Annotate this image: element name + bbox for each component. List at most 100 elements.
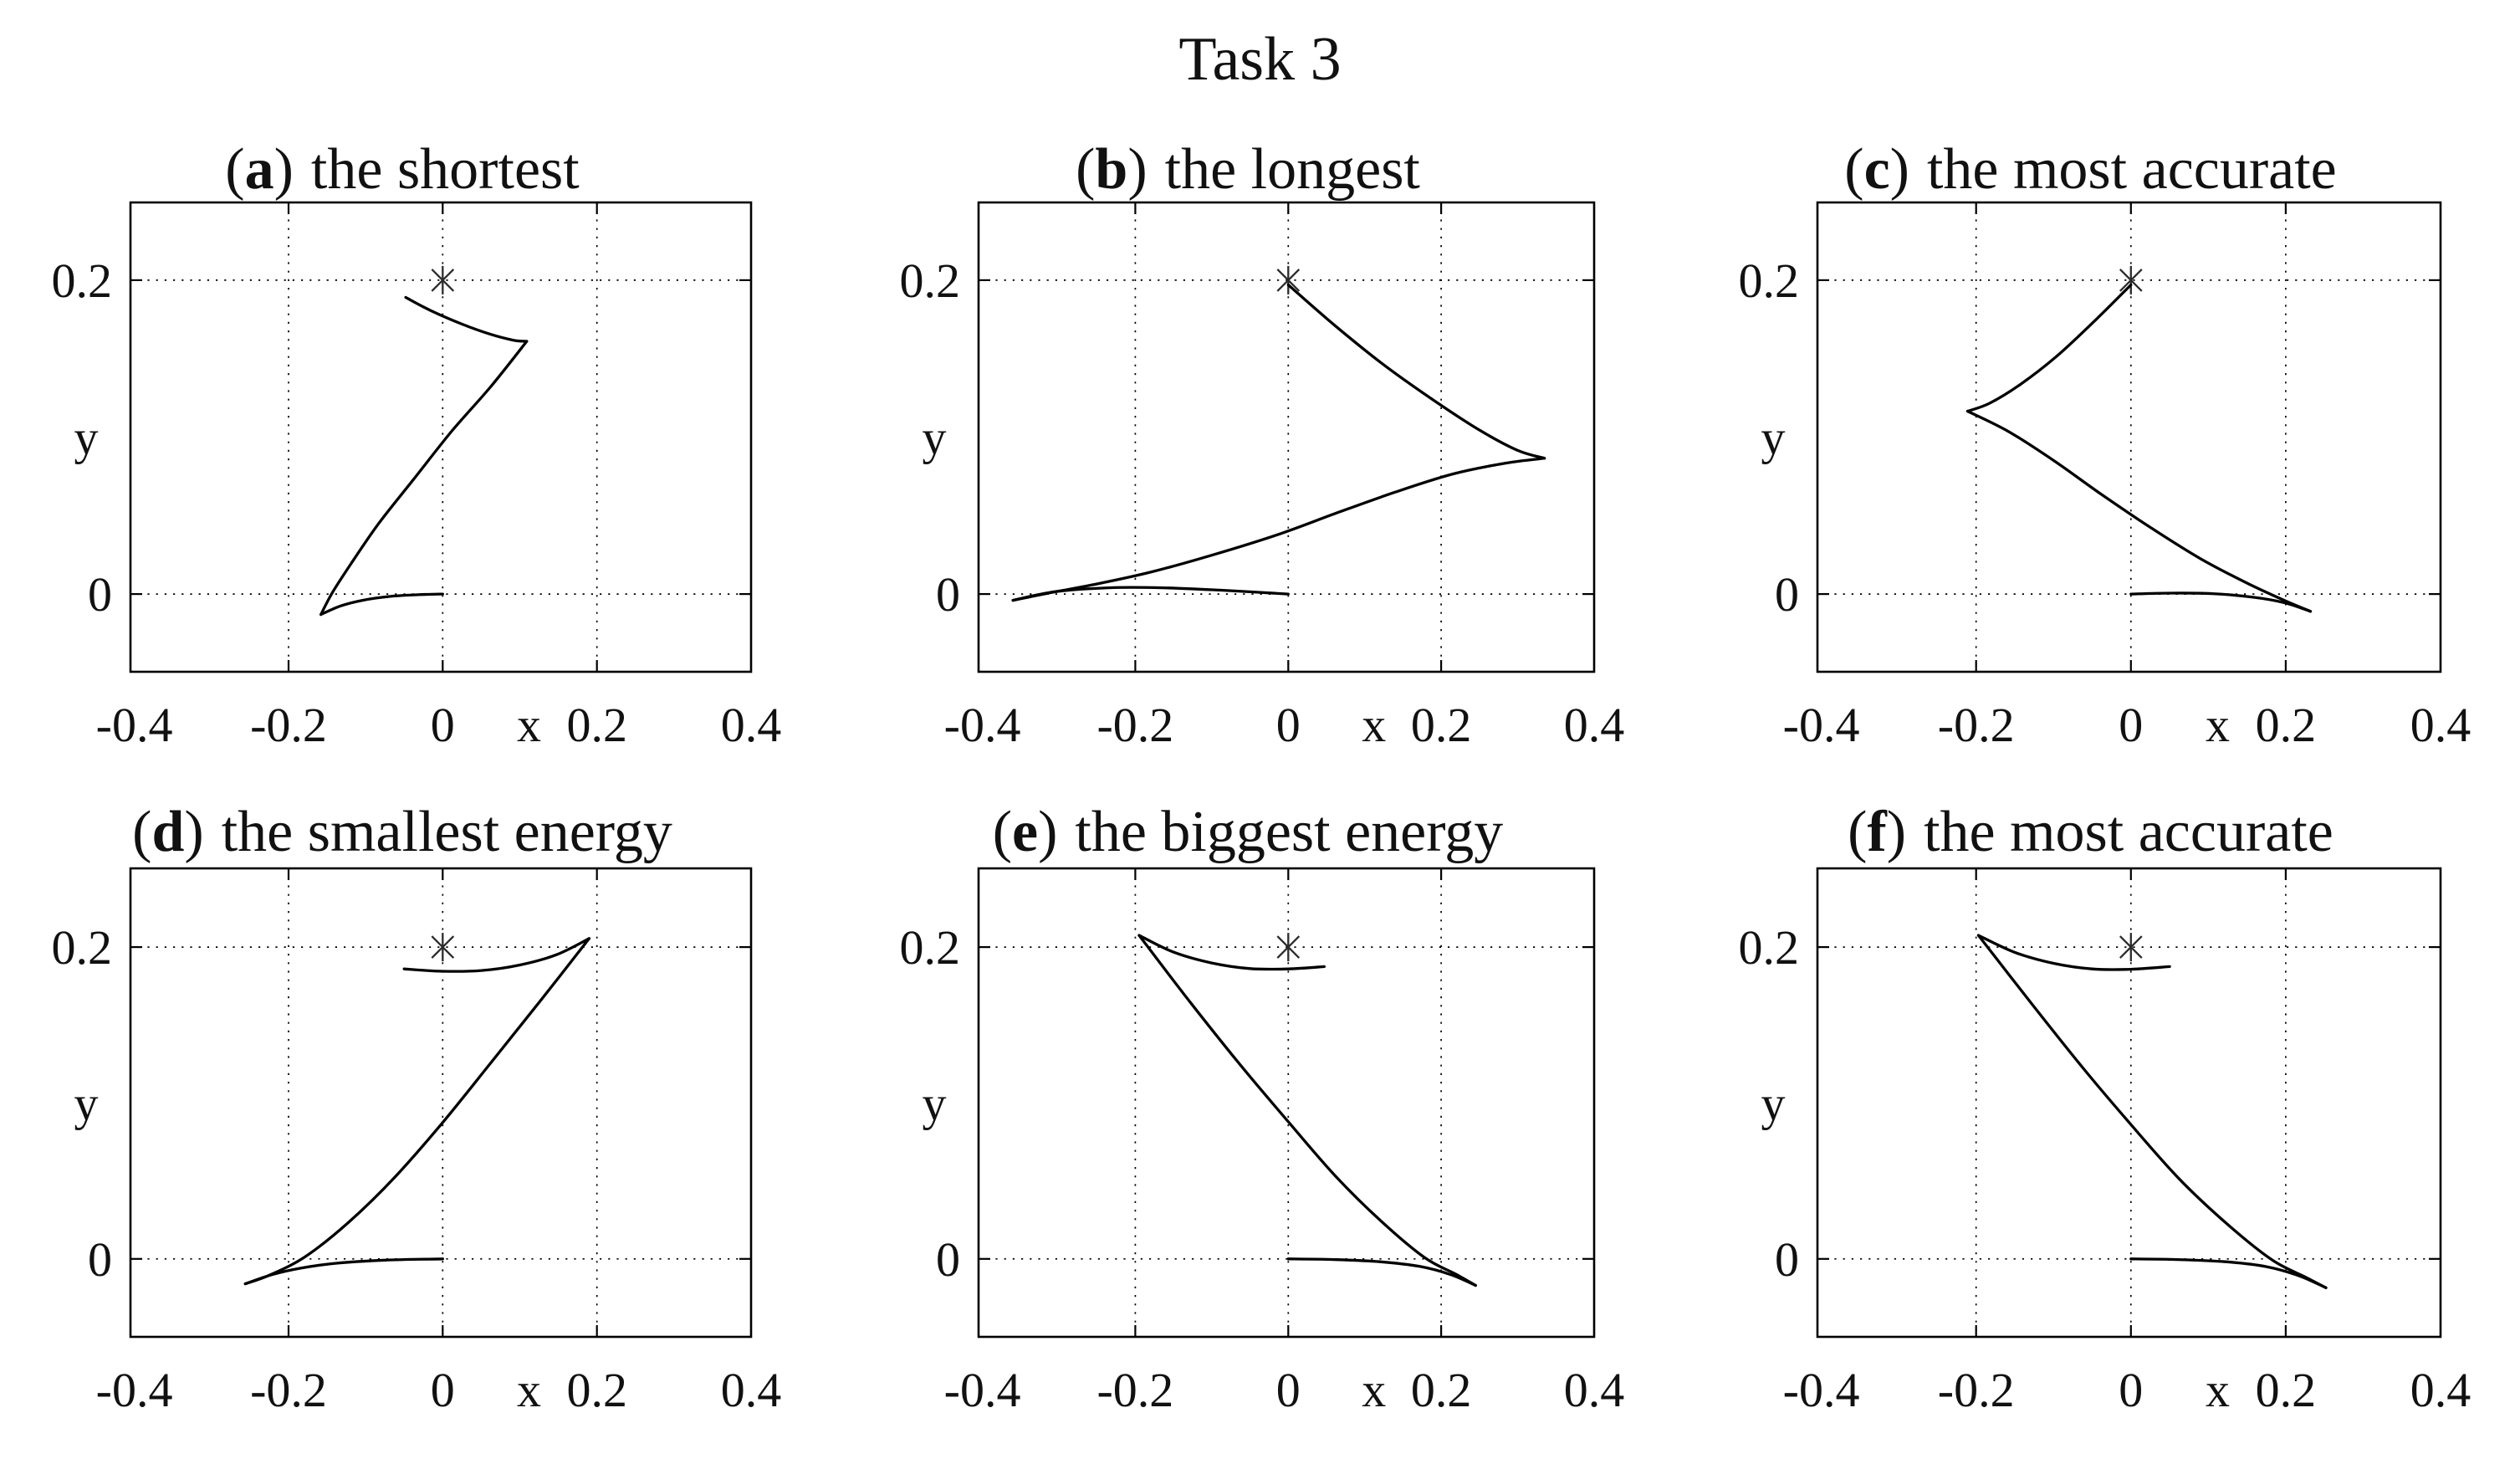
x-tick-label: 0.2 <box>1411 698 1472 752</box>
subplot-title-text: the shortest <box>310 137 580 202</box>
subplot-title-text: the most accurate <box>1924 800 2333 864</box>
trajectory-path <box>1965 409 2313 613</box>
x-axis-label: x <box>517 1363 541 1417</box>
trajectory-path <box>243 1257 444 1286</box>
y-axis-label: y <box>74 1077 99 1131</box>
subplot-title-c: (c) the most accurate <box>1650 141 2520 199</box>
trajectory-path <box>1137 934 1326 971</box>
plot-canvas-c: -0.4 -0.2 0 0.2 0.4 0 0.2 x y <box>1739 201 2471 752</box>
figure-title: Task 3 <box>1178 25 1342 94</box>
y-tick-label: 0.2 <box>900 920 961 975</box>
subplot-letter: a <box>244 137 274 202</box>
y-tick-label: 0 <box>88 567 112 622</box>
x-tick-label: 0.2 <box>566 698 627 752</box>
trajectory-path <box>243 937 591 1286</box>
x-tick-label: -0.2 <box>1096 698 1173 752</box>
plot-canvas-f: -0.4 -0.2 0 0.2 0.4 0 0.2 x y <box>1739 867 2471 1417</box>
paren-open: ( <box>225 137 245 202</box>
paren-close: ) <box>1886 800 1907 864</box>
trajectory-path <box>1976 934 2171 971</box>
x-tick-label: -0.4 <box>96 698 173 752</box>
x-tick-label: -0.2 <box>250 1363 327 1417</box>
x-tick-label: 0 <box>2119 698 2143 752</box>
y-axis-label: y <box>74 411 99 465</box>
x-tick-label: -0.4 <box>944 1363 1021 1417</box>
x-tick-label: -0.4 <box>1783 1363 1860 1417</box>
y-tick-label: 0 <box>88 1232 112 1287</box>
x-tick-label: 0.2 <box>2256 698 2317 752</box>
plot-frame <box>1816 201 2442 673</box>
x-tick-label: 0.4 <box>1564 698 1625 752</box>
trajectory-path <box>1286 1257 1477 1288</box>
x-tick-label: -0.2 <box>1938 1363 2015 1417</box>
y-tick-label: 0.2 <box>52 920 113 975</box>
x-tick-label: 0.2 <box>566 1363 627 1417</box>
subplot-letter: c <box>1863 137 1890 202</box>
paren-close: ) <box>1127 137 1148 202</box>
x-axis-label: x <box>2206 698 2230 752</box>
x-tick-label: -0.4 <box>944 698 1021 752</box>
x-tick-label: 0 <box>431 698 455 752</box>
trajectory-path <box>319 592 444 617</box>
x-axis-label: x <box>1362 1363 1386 1417</box>
subplot-title-a: (a) the shortest <box>0 141 841 199</box>
plot-canvas-e: -0.4 -0.2 0 0.2 0.4 0 0.2 x y <box>900 867 1625 1417</box>
x-tick-label: -0.4 <box>96 1363 173 1417</box>
x-axis-label: x <box>2206 1363 2230 1417</box>
y-tick-label: 0.2 <box>1739 253 1800 308</box>
plot-frame <box>977 867 1596 1339</box>
x-axis-label: x <box>1362 698 1386 752</box>
trajectory-path <box>1137 934 1477 1288</box>
x-tick-label: 0 <box>1276 1363 1301 1417</box>
x-tick-label: -0.2 <box>250 698 327 752</box>
target-marker-icon <box>1276 933 1301 962</box>
plot-canvas-a: -0.4 -0.2 0 0.2 0.4 0 0.2 x y <box>52 201 781 752</box>
x-tick-label: -0.2 <box>1096 1363 1173 1417</box>
paren-open: ( <box>1076 137 1096 202</box>
x-tick-label: 0.2 <box>2256 1363 2317 1417</box>
y-axis-label: y <box>1761 1077 1786 1131</box>
y-axis-label: y <box>923 411 947 465</box>
y-tick-label: 0 <box>936 1232 960 1287</box>
y-tick-label: 0 <box>1775 1232 1799 1287</box>
trajectory-path <box>1965 283 2133 413</box>
x-tick-label: 0.2 <box>1411 1363 1472 1417</box>
target-marker-icon <box>2119 265 2143 294</box>
subplot-letter: f <box>1867 800 1887 864</box>
paren-close: ) <box>1038 800 1058 864</box>
y-tick-label: 0.2 <box>900 253 961 308</box>
trajectory-path <box>319 340 529 617</box>
y-tick-label: 0 <box>1775 567 1799 622</box>
x-tick-label: 0 <box>431 1363 455 1417</box>
subplot-letter: d <box>151 800 185 864</box>
trajectory-path <box>2129 591 2313 613</box>
x-tick-label: 0.4 <box>2410 1363 2471 1417</box>
plot-frame <box>1816 867 2442 1339</box>
paren-close: ) <box>273 137 294 202</box>
y-tick-label: 0 <box>936 567 960 622</box>
trajectory-path <box>404 295 529 343</box>
paren-open: ( <box>132 800 152 864</box>
subplot-letter: b <box>1095 137 1128 202</box>
trajectory-path <box>402 937 591 973</box>
subplot-title-d: (d) the smallest energy <box>0 803 841 862</box>
subplot-title-text: the longest <box>1164 137 1420 202</box>
subplot-title-e: (e) the biggest energy <box>811 803 1684 862</box>
trajectory-path <box>1286 283 1546 460</box>
plot-frame <box>977 201 1596 673</box>
y-tick-label: 0.2 <box>1739 920 1800 975</box>
trajectory-path <box>1976 934 2328 1289</box>
y-tick-label: 0.2 <box>52 253 113 308</box>
subplot-letter: e <box>1012 800 1039 864</box>
paren-open: ( <box>992 800 1012 864</box>
target-marker-icon <box>1276 265 1301 294</box>
subplot-title-b: (b) the longest <box>811 141 1684 199</box>
trajectory-path <box>2129 1257 2328 1289</box>
plot-frame <box>129 867 753 1339</box>
paren-close: ) <box>184 800 204 864</box>
plot-frame <box>129 201 753 673</box>
paren-open: ( <box>1844 137 1864 202</box>
trajectory-path <box>1011 457 1546 602</box>
x-tick-label: 0.4 <box>1564 1363 1625 1417</box>
x-tick-label: 0.4 <box>721 1363 782 1417</box>
